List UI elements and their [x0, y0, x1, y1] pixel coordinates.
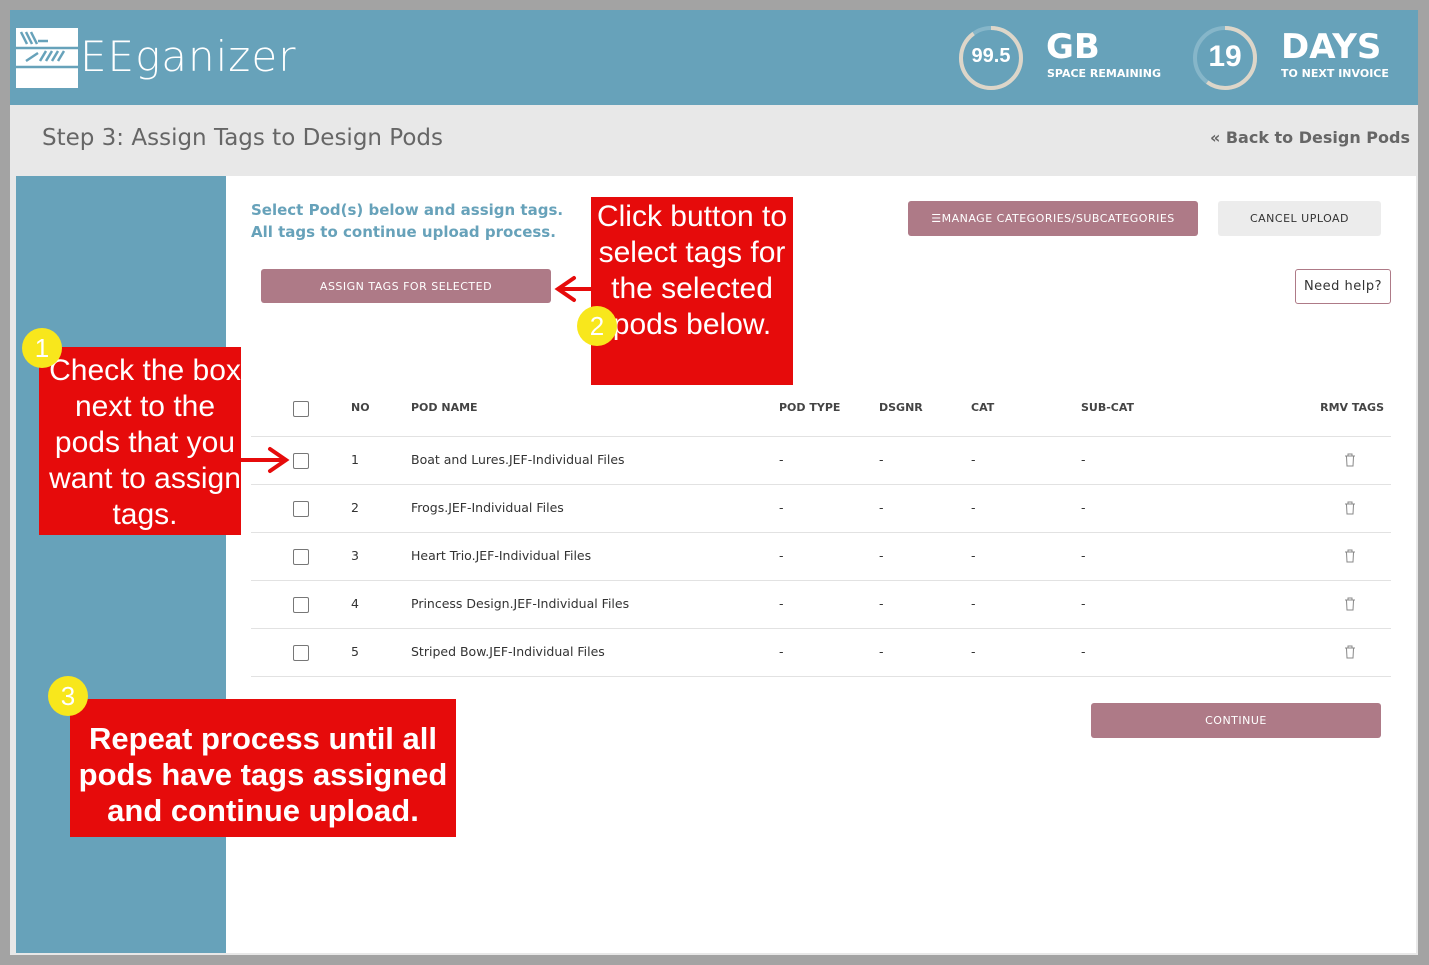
header: [10, 10, 1418, 105]
cell-subcat: -: [1081, 596, 1086, 611]
space-ring: [959, 26, 1023, 90]
manage-categories-button[interactable]: ☰ MANAGE CATEGORIES/SUBCATEGORIES: [908, 201, 1198, 236]
continue-button[interactable]: CONTINUE: [1091, 703, 1381, 738]
trash-icon[interactable]: [1344, 597, 1356, 611]
cell-name: Princess Design.JEF-Individual Files: [411, 596, 630, 611]
header-dsgnr: DSGNR: [879, 401, 923, 414]
divider: [251, 676, 1391, 677]
row-checkbox[interactable]: [293, 597, 309, 613]
divider: [251, 580, 1391, 581]
cell-dsgnr: -: [879, 452, 884, 467]
back-to-design-pods-link[interactable]: « Back to Design Pods: [1209, 128, 1410, 147]
header-pod-type: POD TYPE: [779, 401, 841, 414]
cell-type: -: [779, 596, 784, 611]
need-help-button[interactable]: Need help?: [1295, 269, 1391, 304]
cell-subcat: -: [1081, 500, 1086, 515]
app-name: EEganizer: [80, 32, 297, 81]
invoice-unit: DAYS: [1281, 27, 1382, 67]
table-row[interactable]: 1 Boat and Lures.JEF-Individual Files - - - -: [251, 437, 1391, 484]
cell-type: -: [779, 452, 784, 467]
cell-no: 1: [351, 452, 359, 467]
invoice-label: TO NEXT INVOICE: [1281, 67, 1389, 80]
cell-subcat: -: [1081, 644, 1086, 659]
cell-dsgnr: -: [879, 548, 884, 563]
trash-icon[interactable]: [1344, 645, 1356, 659]
cell-name: Heart Trio.JEF-Individual Files: [411, 548, 592, 563]
cell-cat: -: [971, 500, 976, 515]
space-label: SPACE REMAINING: [1047, 67, 1161, 80]
table-row[interactable]: 2 Frogs.JEF-Individual Files - - - -: [251, 485, 1391, 532]
header-sub-cat: SUB-CAT: [1081, 401, 1135, 414]
divider: [251, 628, 1391, 629]
callout-2-badge: 2: [577, 306, 617, 346]
cell-subcat: -: [1081, 548, 1086, 563]
callout-1-badge: 1: [22, 328, 62, 368]
row-checkbox[interactable]: [293, 453, 309, 469]
space-unit: GB: [1046, 27, 1100, 67]
space-value: 99.5: [971, 45, 1011, 67]
table-row[interactable]: 4 Princess Design.JEF-Individual Files - - -…: [251, 581, 1391, 628]
select-all-checkbox[interactable]: [293, 401, 309, 417]
trash-icon[interactable]: [1344, 501, 1356, 515]
cell-cat: -: [971, 452, 976, 467]
cell-cat: -: [971, 548, 976, 563]
logo-icon: [16, 28, 78, 88]
cell-cat: -: [971, 596, 976, 611]
manage-categories-label: MANAGE CATEGORIES/SUBCATEGORIES: [941, 212, 1175, 225]
callout-1: Check the box next to the pods that you …: [39, 347, 241, 535]
cancel-upload-button[interactable]: CANCEL UPLOAD: [1218, 201, 1381, 236]
cell-no: 2: [351, 500, 359, 515]
cell-type: -: [779, 644, 784, 659]
header-cat: CAT: [971, 401, 995, 414]
divider: [251, 532, 1391, 533]
cell-cat: -: [971, 644, 976, 659]
table-row[interactable]: 3 Heart Trio.JEF-Individual Files - - - -: [251, 533, 1391, 580]
cell-name: Striped Bow.JEF-Individual Files: [411, 644, 605, 659]
trash-icon[interactable]: [1344, 549, 1356, 563]
cell-name: Frogs.JEF-Individual Files: [411, 500, 564, 515]
row-checkbox[interactable]: [293, 645, 309, 661]
cell-subcat: -: [1081, 452, 1086, 467]
cell-no: 5: [351, 644, 359, 659]
cell-dsgnr: -: [879, 500, 884, 515]
cell-name: Boat and Lures.JEF-Individual Files: [411, 452, 625, 467]
cell-no: 3: [351, 548, 359, 563]
invoice-ring: [1193, 26, 1257, 90]
divider: [251, 436, 1391, 437]
cell-dsgnr: -: [879, 596, 884, 611]
list-icon: ☰: [931, 212, 942, 225]
instructions-text: Select Pod(s) below and assign tags. All…: [251, 201, 564, 241]
row-checkbox[interactable]: [293, 501, 309, 517]
page-title: Step 3: Assign Tags to Design Pods: [42, 125, 444, 151]
cell-type: -: [779, 500, 784, 515]
cell-dsgnr: -: [879, 644, 884, 659]
callout-2: Click button to select tags for the sele…: [591, 197, 793, 385]
cell-no: 4: [351, 596, 359, 611]
table-row[interactable]: 5 Striped Bow.JEF-Individual Files - - - -: [251, 629, 1391, 676]
header-no: NO: [351, 401, 370, 414]
invoice-value: 19: [1208, 40, 1242, 73]
callout-3-badge: 3: [48, 676, 88, 716]
cell-type: -: [779, 548, 784, 563]
header-rmv-tags: RMV TAGS: [1320, 401, 1384, 414]
callout-3: Repeat process until all pods have tags …: [70, 699, 456, 837]
trash-icon[interactable]: [1344, 453, 1356, 467]
assign-tags-button[interactable]: ASSIGN TAGS FOR SELECTED: [261, 269, 551, 303]
header-pod-name: POD NAME: [411, 401, 478, 414]
row-checkbox[interactable]: [293, 549, 309, 565]
divider: [251, 484, 1391, 485]
